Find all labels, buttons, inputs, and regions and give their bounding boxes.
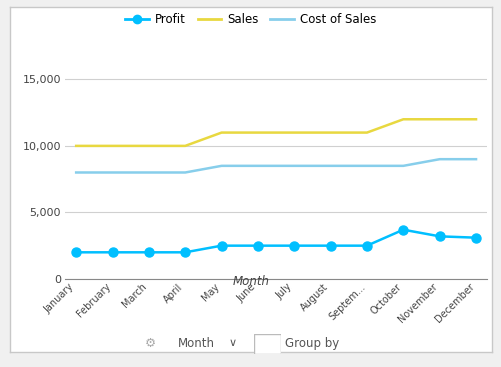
Text: Month: Month (178, 337, 215, 350)
Legend: Profit, Sales, Cost of Sales: Profit, Sales, Cost of Sales (120, 8, 380, 30)
Text: Month: Month (232, 275, 269, 288)
Text: ⚙: ⚙ (145, 337, 156, 350)
Text: Group by: Group by (285, 337, 339, 350)
Text: ∨: ∨ (228, 338, 236, 348)
